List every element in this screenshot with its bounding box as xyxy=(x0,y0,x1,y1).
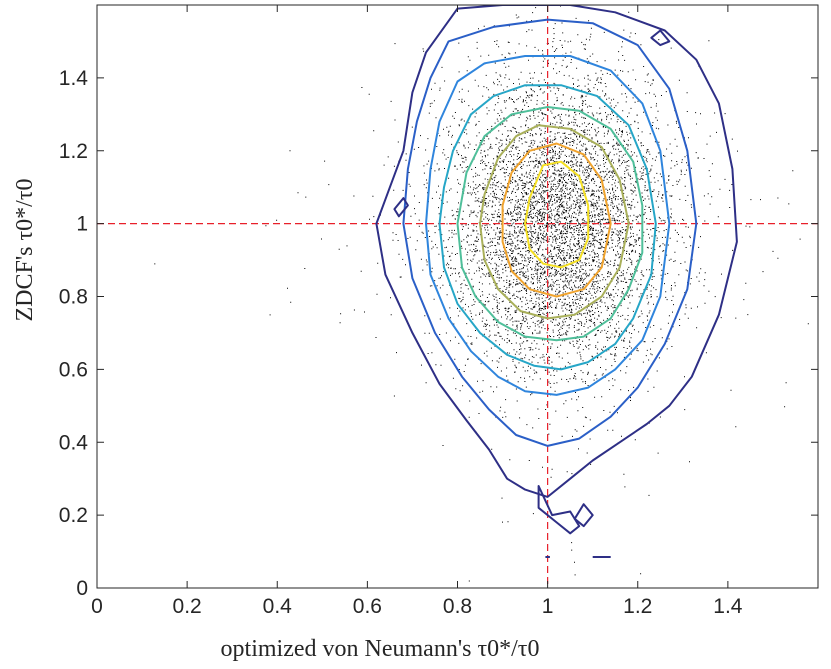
y-tick-label: 1.2 xyxy=(59,140,88,163)
contour-line-10 xyxy=(573,503,594,528)
y-axis-label: ZDCF's τ0*/τ0 xyxy=(12,179,38,322)
plot-area xyxy=(96,4,819,589)
y-tick-label: 0.2 xyxy=(59,504,88,527)
x-tick-label: 0.8 xyxy=(443,595,472,618)
contour-line-6 xyxy=(501,142,612,298)
y-axis-label-text: ZDCF's τ0*/τ0 xyxy=(12,179,38,322)
contour-line-9 xyxy=(537,485,581,535)
x-axis-label: optimized von Neumann's τ0*/τ0 xyxy=(221,636,540,662)
scatter-points xyxy=(154,5,809,582)
contour-line-0 xyxy=(375,5,738,498)
x-tick-label: 0 xyxy=(91,595,103,618)
x-tick-label: 1.2 xyxy=(623,595,652,618)
contour-line-1 xyxy=(402,18,698,447)
contour-line-3 xyxy=(438,84,657,371)
y-tick-label: 0.6 xyxy=(59,358,88,381)
contour-line-8 xyxy=(393,197,409,218)
contour-line-2 xyxy=(425,55,671,396)
x-axis-label-text: optimized von Neumann's τ0*/τ0 xyxy=(221,636,540,662)
plot-content xyxy=(97,5,818,588)
x-tick-label: 1 xyxy=(542,595,554,618)
x-axis: 0 0.2 0.4 0.6 0.8 1 1.2 1.4 xyxy=(91,5,743,618)
x-tick-label: 0.4 xyxy=(263,595,293,618)
x-tick-label: 0.2 xyxy=(173,595,202,618)
x-tick-label: 0.6 xyxy=(353,595,382,618)
contour-line-4 xyxy=(456,106,644,342)
y-tick-label: 1.4 xyxy=(59,67,89,90)
y-tick-label: 1 xyxy=(76,213,88,236)
y-tick-label: 0 xyxy=(76,577,88,600)
y-tick-label: 0.4 xyxy=(59,431,89,454)
y-tick-label: 0.8 xyxy=(59,286,88,309)
x-tick-label: 1.4 xyxy=(713,595,743,618)
y-axis: 0 0.2 0.4 0.6 0.8 1 1.2 1.4 xyxy=(59,67,818,600)
axes-frame xyxy=(96,4,819,589)
contour-line-5 xyxy=(479,124,630,320)
contour-line-11 xyxy=(650,29,671,47)
contour-line-7 xyxy=(524,160,590,269)
